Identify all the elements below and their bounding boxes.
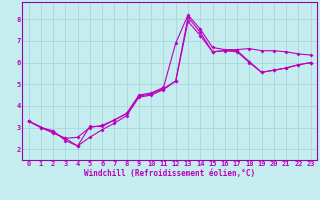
X-axis label: Windchill (Refroidissement éolien,°C): Windchill (Refroidissement éolien,°C) bbox=[84, 169, 255, 178]
